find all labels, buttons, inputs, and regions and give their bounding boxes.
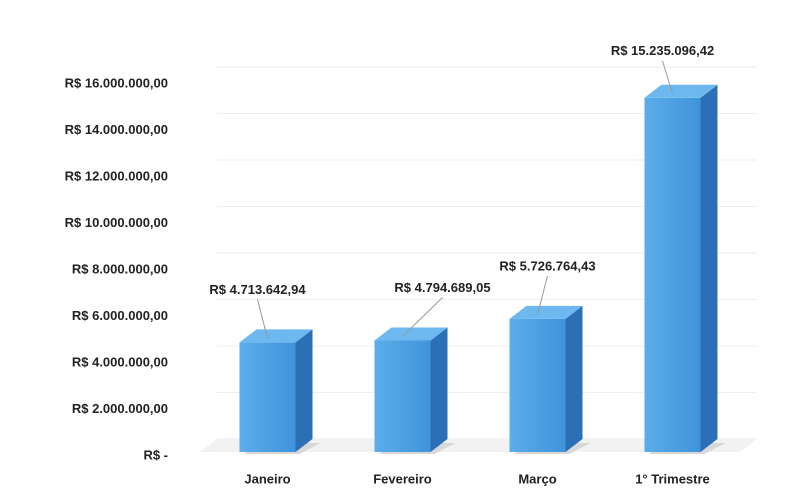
y-tick-label: R$ 14.000.000,00: [65, 122, 168, 137]
y-tick-label: R$ 10.000.000,00: [65, 215, 168, 230]
bar-side: [430, 327, 448, 452]
x-tick-label: Janeiro: [244, 471, 290, 486]
bar-top: [374, 327, 448, 341]
data-label: R$ 15.235.096,42: [611, 43, 714, 58]
data-label: R$ 4.713.642,94: [209, 282, 306, 297]
bar-side: [565, 305, 583, 452]
bar: [239, 342, 296, 452]
y-tick-label: R$ 12.000.000,00: [65, 168, 168, 183]
bar: [374, 340, 431, 452]
bar: [644, 97, 701, 453]
bar-top: [644, 84, 718, 98]
data-label: R$ 4.794.689,05: [394, 280, 490, 295]
bar: [509, 318, 566, 452]
bar-side: [295, 329, 313, 452]
y-tick-label: R$ 6.000.000,00: [72, 308, 168, 323]
floor: [200, 439, 757, 452]
y-tick-label: R$ 16.000.000,00: [65, 75, 168, 90]
x-tick-label: Fevereiro: [373, 471, 432, 486]
bar-side: [700, 84, 718, 453]
leader-line: [402, 297, 443, 337]
leader-line: [257, 299, 268, 339]
leader-line: [662, 60, 673, 94]
x-tick-label: Março: [518, 471, 556, 486]
y-tick-label: R$ 2.000.000,00: [72, 401, 168, 416]
y-tick-label: R$ -: [143, 447, 168, 462]
x-tick-label: 1° Trimestre: [635, 471, 710, 486]
y-tick-label: R$ 8.000.000,00: [72, 261, 168, 276]
y-tick-label: R$ 4.000.000,00: [72, 354, 168, 369]
bar-top: [239, 329, 313, 343]
data-label: R$ 5.726.764,43: [499, 258, 595, 273]
leader-line: [537, 275, 548, 315]
bar-top: [509, 305, 583, 319]
